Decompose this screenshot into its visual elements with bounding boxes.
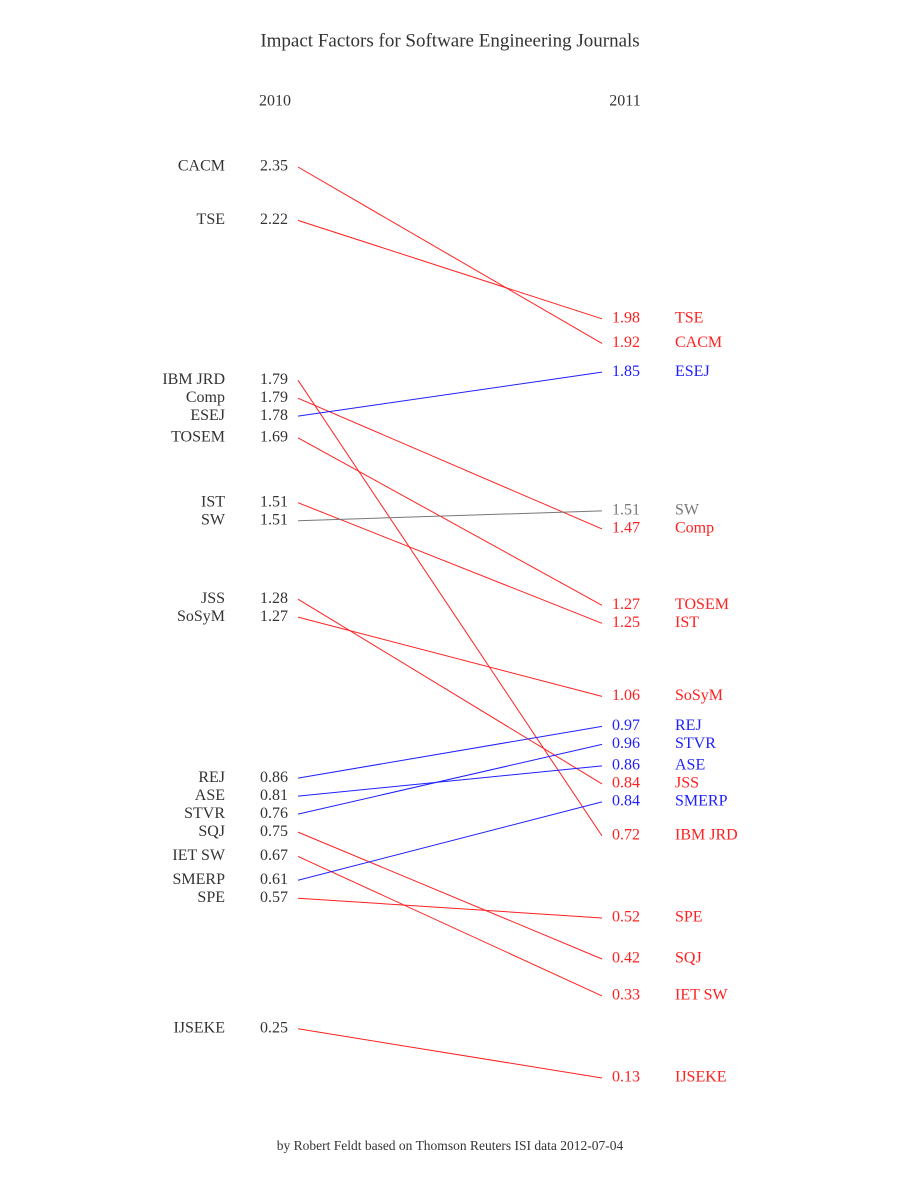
right-label: IST xyxy=(675,614,699,631)
caption: by Robert Feldt based on Thomson Reuters… xyxy=(277,1138,624,1153)
left-value: 0.76 xyxy=(260,805,288,822)
right-label: SW xyxy=(675,502,700,519)
slope-line xyxy=(297,598,603,785)
right-value: 1.27 xyxy=(612,596,640,613)
right-label: ESEJ xyxy=(675,363,710,380)
left-label: STVR xyxy=(184,805,225,822)
right-value: 0.33 xyxy=(612,987,640,1004)
slope-line xyxy=(297,379,603,837)
slope-line xyxy=(297,743,603,815)
right-label: JSS xyxy=(675,775,699,792)
right-value: 0.52 xyxy=(612,909,640,926)
left-value: 0.75 xyxy=(260,823,288,840)
slope-line xyxy=(297,897,603,919)
left-label: REJ xyxy=(198,769,225,786)
left-value: 1.28 xyxy=(260,590,288,607)
right-value: 1.98 xyxy=(612,310,640,327)
slope-line xyxy=(297,510,603,522)
left-label: TOSEM xyxy=(171,429,225,446)
right-label: Comp xyxy=(675,520,714,537)
left-label: TSE xyxy=(197,211,225,228)
left-label: ESEJ xyxy=(190,407,225,424)
left-value: 1.27 xyxy=(260,608,288,625)
right-value: 1.51 xyxy=(612,502,640,519)
left-label: SQJ xyxy=(198,823,225,840)
slope-line xyxy=(297,397,603,530)
right-label: SMERP xyxy=(675,793,728,810)
right-value: 0.84 xyxy=(612,775,640,792)
slope-line xyxy=(297,831,603,960)
left-label: IJSEKE xyxy=(173,1019,225,1036)
right-value: 1.47 xyxy=(612,520,640,537)
right-value: 0.13 xyxy=(612,1069,640,1086)
right-label: STVR xyxy=(675,735,716,752)
right-label: CACM xyxy=(675,334,722,351)
slope-line xyxy=(297,855,603,997)
right-value: 1.85 xyxy=(612,363,640,380)
right-value: 0.96 xyxy=(612,735,640,752)
right-value: 1.92 xyxy=(612,334,640,351)
left-value: 0.67 xyxy=(260,847,288,864)
left-value: 0.86 xyxy=(260,769,288,786)
right-value: 0.84 xyxy=(612,793,640,810)
slope-line xyxy=(297,765,603,797)
left-label: IST xyxy=(201,493,225,510)
right-value: 1.25 xyxy=(612,614,640,631)
slope-line xyxy=(297,437,603,606)
right-label: IJSEKE xyxy=(675,1069,727,1086)
left-value: 1.79 xyxy=(260,371,288,388)
right-label: REJ xyxy=(675,717,702,734)
right-value: 0.97 xyxy=(612,717,640,734)
slope-line xyxy=(297,219,603,320)
left-value: 0.81 xyxy=(260,787,288,804)
chart-title: Impact Factors for Software Engineering … xyxy=(260,30,639,51)
right-value: 1.06 xyxy=(612,687,640,704)
right-label: IBM JRD xyxy=(675,827,738,844)
slope-line xyxy=(297,725,603,779)
right-label: IET SW xyxy=(675,987,728,1004)
left-value: 0.61 xyxy=(260,871,288,888)
right-label: TSE xyxy=(675,310,703,327)
left-value: 0.25 xyxy=(260,1019,288,1036)
left-label: SoSyM xyxy=(177,608,225,625)
slope-line xyxy=(297,371,603,417)
right-value: 0.42 xyxy=(612,950,640,967)
slope-line xyxy=(297,1028,603,1079)
column-header: 2011 xyxy=(609,93,640,110)
slope-line xyxy=(297,502,603,624)
left-label: IBM JRD xyxy=(162,371,225,388)
left-label: SMERP xyxy=(173,871,226,888)
left-value: 0.57 xyxy=(260,889,288,906)
left-value: 1.79 xyxy=(260,389,288,406)
left-label: JSS xyxy=(201,590,225,607)
left-value: 1.51 xyxy=(260,493,288,510)
slope-line xyxy=(297,801,603,881)
right-value: 0.86 xyxy=(612,757,640,774)
right-label: SoSyM xyxy=(675,687,723,704)
right-label: SPE xyxy=(675,909,703,926)
left-value: 2.35 xyxy=(260,158,288,175)
slope-line xyxy=(297,166,603,344)
left-label: CACM xyxy=(178,158,225,175)
left-label: Comp xyxy=(186,389,225,406)
column-header: 2010 xyxy=(259,93,291,110)
left-label: SPE xyxy=(197,889,225,906)
right-label: TOSEM xyxy=(675,596,729,613)
right-label: ASE xyxy=(675,757,705,774)
right-label: SQJ xyxy=(675,950,702,967)
left-value: 1.51 xyxy=(260,511,288,528)
left-value: 1.69 xyxy=(260,429,288,446)
left-label: SW xyxy=(201,511,226,528)
left-value: 2.22 xyxy=(260,211,288,228)
left-label: IET SW xyxy=(172,847,225,864)
right-value: 0.72 xyxy=(612,827,640,844)
slope-line xyxy=(297,616,603,697)
left-label: ASE xyxy=(195,787,225,804)
left-value: 1.78 xyxy=(260,407,288,424)
